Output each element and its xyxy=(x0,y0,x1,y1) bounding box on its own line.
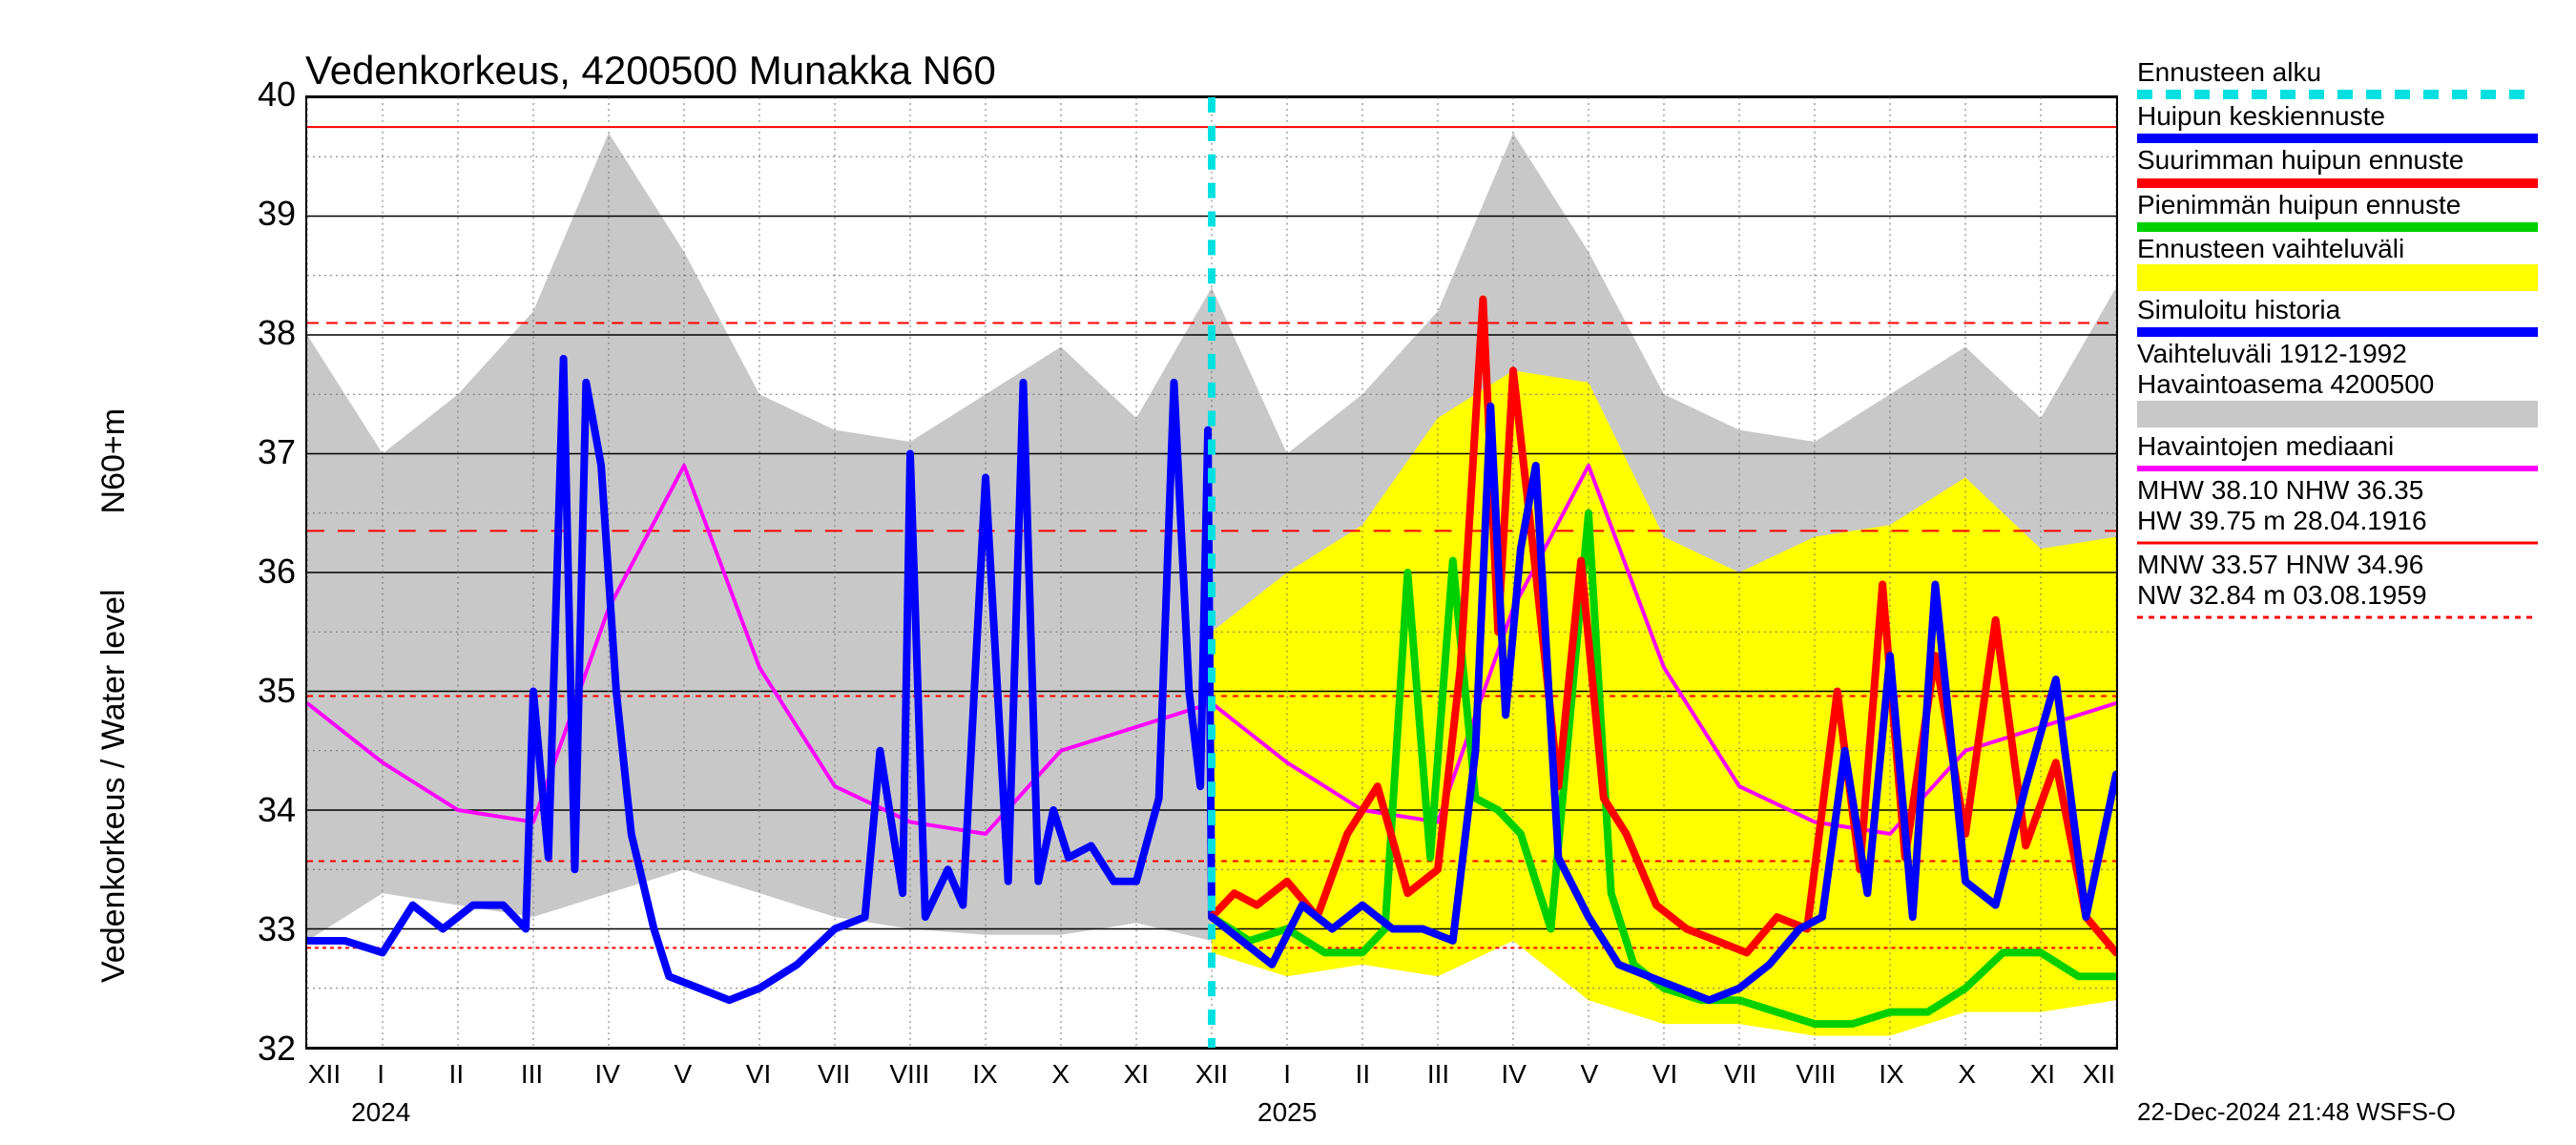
x-tick-label: I xyxy=(377,1059,384,1090)
legend-swatch xyxy=(2137,264,2538,291)
x-tick-label: IX xyxy=(1879,1059,1903,1090)
x-tick-label: III xyxy=(521,1059,543,1090)
footer-timestamp: 22-Dec-2024 21:48 WSFS-O xyxy=(2137,1097,2456,1127)
legend-label: Simuloitu historia xyxy=(2137,295,2557,325)
legend-item: Ennusteen alku xyxy=(2137,57,2557,97)
legend-label: Suurimman huipun ennuste xyxy=(2137,145,2557,176)
x-tick-label: XI xyxy=(2030,1059,2055,1090)
chart-title: Vedenkorkeus, 4200500 Munakka N60 xyxy=(305,48,996,94)
legend-item: Huipun keskiennuste xyxy=(2137,101,2557,141)
legend-item: Pienimmän huipun ennuste xyxy=(2137,190,2557,230)
legend-swatch xyxy=(2137,132,2538,141)
y-tick-label: 34 xyxy=(200,790,296,830)
legend-label: Pienimmän huipun ennuste xyxy=(2137,190,2557,220)
y-tick-label: 35 xyxy=(200,671,296,711)
legend-label: MNW 33.57 HNW 34.96 xyxy=(2137,550,2557,580)
plot-svg xyxy=(307,97,2116,1048)
y-tick-label: 33 xyxy=(200,909,296,949)
y-tick-label: 40 xyxy=(200,74,296,114)
legend-swatch xyxy=(2137,177,2538,186)
y-tick-label: 36 xyxy=(200,552,296,592)
legend-item: Vaihteluväli 1912-1992 Havaintoasema 420… xyxy=(2137,339,2557,427)
x-tick-label: II xyxy=(449,1059,465,1090)
x-tick-label: VIII xyxy=(889,1059,929,1090)
x-tick-label: IV xyxy=(594,1059,619,1090)
legend-swatch xyxy=(2137,462,2538,471)
year-label: 2025 xyxy=(1257,1097,1317,1128)
legend-sublabel: NW 32.84 m 03.08.1959 xyxy=(2137,580,2557,611)
legend-label: Ennusteen vaihteluväli xyxy=(2137,234,2557,264)
x-tick-label: III xyxy=(1427,1059,1449,1090)
legend-sublabel: HW 39.75 m 28.04.1916 xyxy=(2137,506,2557,536)
chart-canvas: Vedenkorkeus, 4200500 Munakka N60 Vedenk… xyxy=(0,0,2576,1145)
plot-area xyxy=(305,95,2118,1050)
legend: Ennusteen alku Huipun keskiennuste Suurimm… xyxy=(2137,57,2557,624)
x-tick-label: XII xyxy=(1195,1059,1228,1090)
y-tick-label: 32 xyxy=(200,1029,296,1069)
x-tick-label: II xyxy=(1356,1059,1371,1090)
legend-item: Ennusteen vaihteluväli xyxy=(2137,234,2557,291)
x-tick-label: VI xyxy=(746,1059,771,1090)
legend-sublabel: Havaintoasema 4200500 xyxy=(2137,369,2557,400)
x-tick-label: XII xyxy=(2083,1059,2115,1090)
legend-swatch xyxy=(2137,88,2538,97)
x-tick-label: XI xyxy=(1124,1059,1149,1090)
y-tick-label: 37 xyxy=(200,432,296,472)
legend-swatch xyxy=(2137,401,2538,427)
x-tick-label: V xyxy=(1580,1059,1598,1090)
y-tick-label: 39 xyxy=(200,194,296,234)
y-axis-label-unit: N60+m xyxy=(95,408,132,514)
legend-swatch xyxy=(2137,220,2538,230)
legend-swatch xyxy=(2137,611,2538,620)
legend-label: Havaintojen mediaani xyxy=(2137,431,2557,462)
x-tick-label: IV xyxy=(1501,1059,1526,1090)
year-label: 2024 xyxy=(351,1097,410,1128)
y-tick-label: 38 xyxy=(200,313,296,353)
legend-label: Ennusteen alku xyxy=(2137,57,2557,88)
legend-label: Vaihteluväli 1912-1992 xyxy=(2137,339,2557,369)
legend-label: Huipun keskiennuste xyxy=(2137,101,2557,132)
legend-item: Suurimman huipun ennuste xyxy=(2137,145,2557,185)
legend-swatch xyxy=(2137,325,2538,335)
x-tick-label: VII xyxy=(1724,1059,1756,1090)
legend-item: MHW 38.10 NHW 36.35HW 39.75 m 28.04.1916 xyxy=(2137,475,2557,546)
legend-label: MHW 38.10 NHW 36.35 xyxy=(2137,475,2557,506)
legend-item: Havaintojen mediaani xyxy=(2137,431,2557,471)
x-tick-label: V xyxy=(674,1059,692,1090)
legend-item: Simuloitu historia xyxy=(2137,295,2557,335)
y-axis-label-main: Vedenkorkeus / Water level xyxy=(95,589,132,983)
x-tick-label: X xyxy=(1051,1059,1070,1090)
legend-swatch xyxy=(2137,536,2538,546)
x-tick-label: XII xyxy=(308,1059,341,1090)
x-tick-label: I xyxy=(1283,1059,1291,1090)
x-tick-label: VIII xyxy=(1796,1059,1836,1090)
y-axis-label: Vedenkorkeus / Water level N60+m xyxy=(95,408,133,983)
x-tick-label: VI xyxy=(1652,1059,1677,1090)
legend-item: MNW 33.57 HNW 34.96NW 32.84 m 03.08.1959 xyxy=(2137,550,2557,620)
x-tick-label: VII xyxy=(818,1059,850,1090)
x-tick-label: IX xyxy=(972,1059,997,1090)
x-tick-label: X xyxy=(1958,1059,1976,1090)
